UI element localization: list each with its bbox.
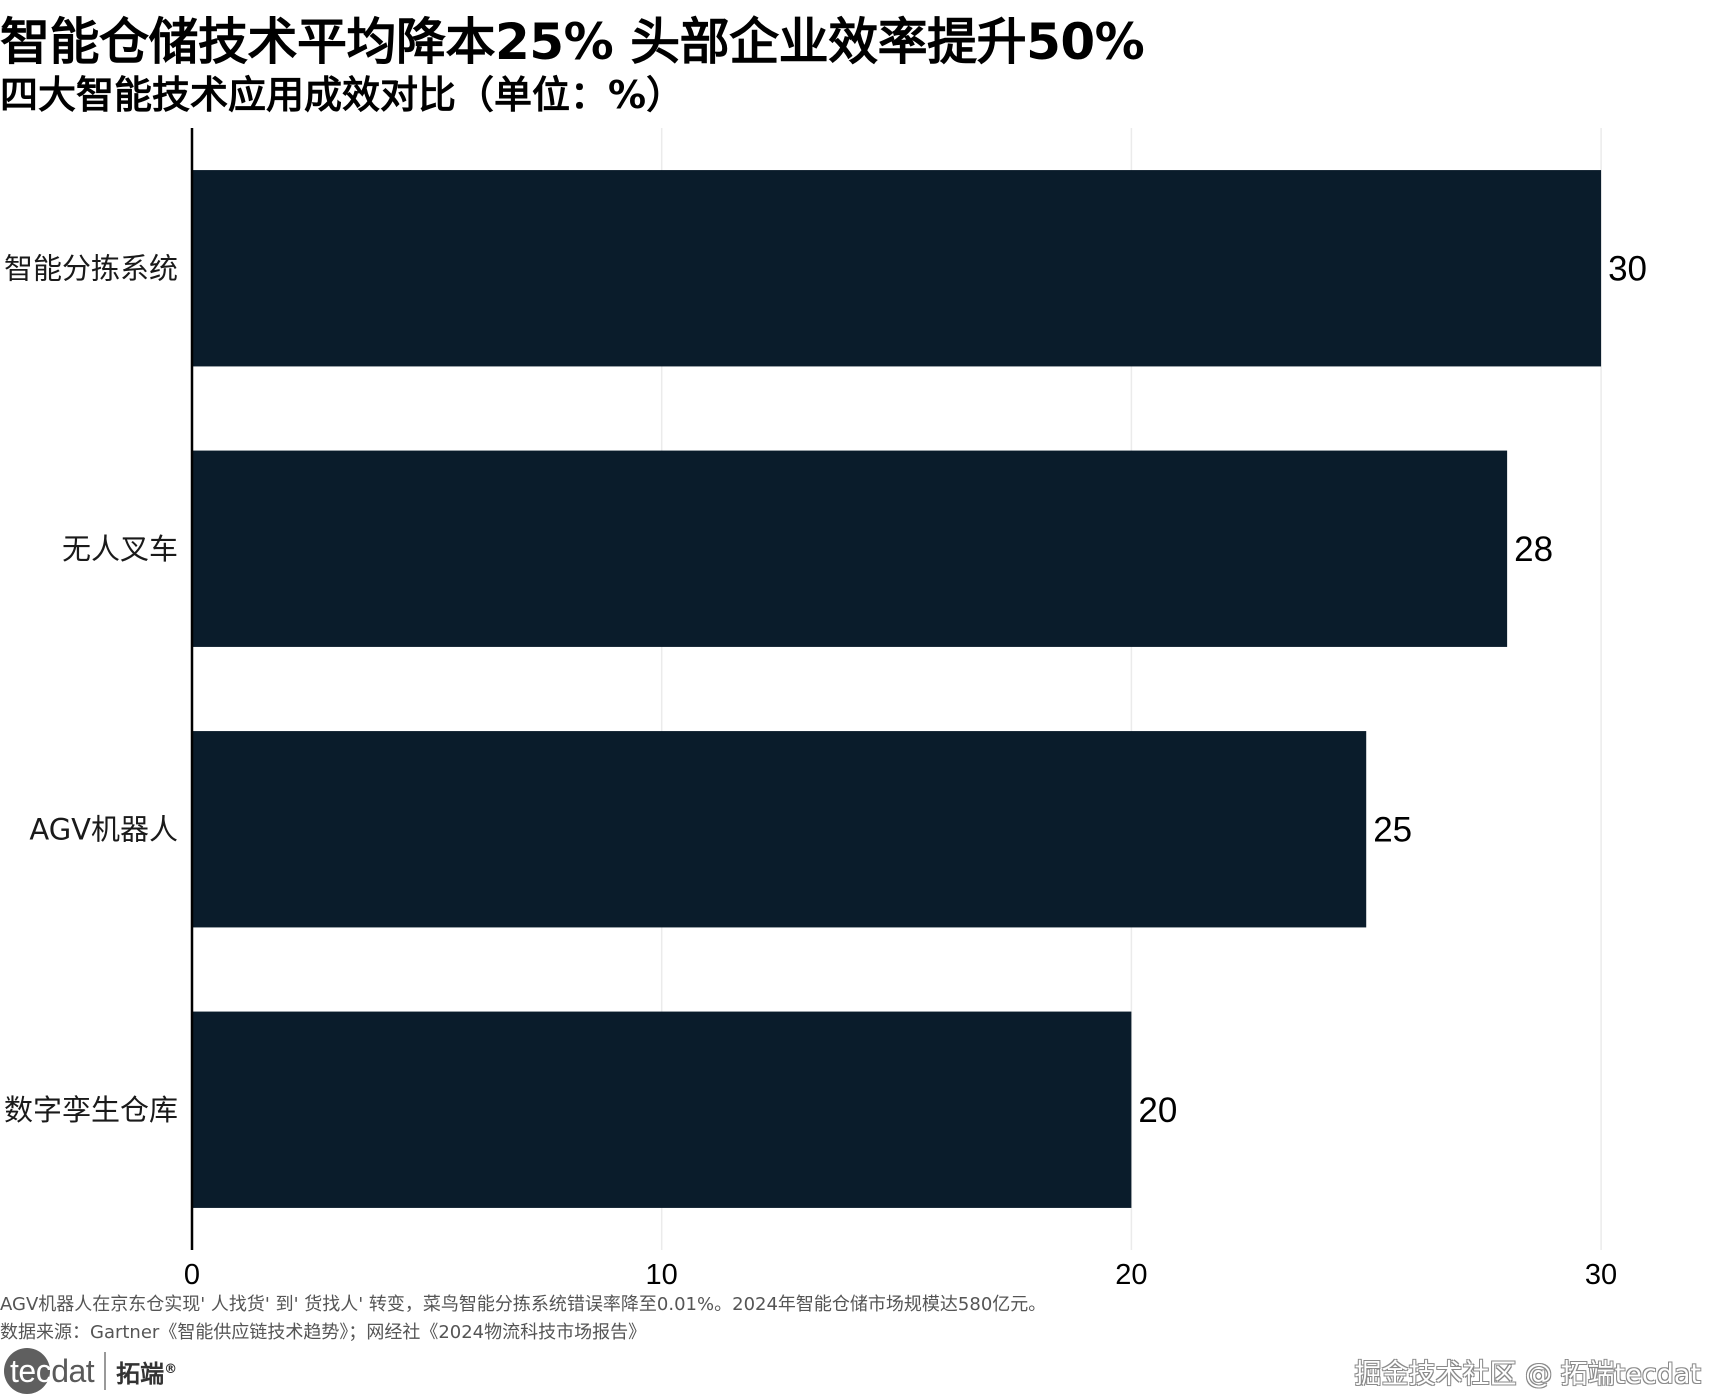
bar <box>192 731 1367 928</box>
x-tick-label: 30 <box>1585 1259 1617 1290</box>
logo-chinese: 拓端® <box>116 1359 178 1388</box>
x-tick-label: 20 <box>1115 1259 1147 1290</box>
category-label: 无人叉车 <box>62 532 178 566</box>
logo-circle-icon <box>4 1348 50 1394</box>
tecdat-logo: tecdat 拓端® <box>4 1348 177 1394</box>
watermark: 掘金技术社区 @ 拓端tecdat <box>1354 1359 1701 1390</box>
x-tick-label: 10 <box>646 1259 678 1290</box>
logo-wordmark: tecdat <box>10 1352 95 1389</box>
chart-subtitle: 四大智能技术应用成效对比（单位：%） <box>0 73 685 117</box>
chart-title: 智能仓储技术平均降本25% 头部企业效率提升50% <box>0 13 1145 71</box>
chart-caption: AGV机器人在京东仓实现' 人找货' 到' 货找人' 转变，菜鸟智能分拣系统错误… <box>0 1294 1047 1315</box>
data-label: 20 <box>1138 1091 1177 1130</box>
data-source: 数据来源：Gartner《智能供应链技术趋势》；网经社《2024物流科技市场报告… <box>0 1322 647 1343</box>
bar <box>192 170 1602 367</box>
data-label: 25 <box>1373 810 1412 849</box>
x-tick-label: 0 <box>184 1259 200 1290</box>
category-label: AGV机器人 <box>29 812 178 846</box>
data-label: 30 <box>1608 249 1647 288</box>
category-label: 数字孪生仓库 <box>4 1093 178 1127</box>
bar <box>192 1011 1132 1208</box>
logo-divider <box>104 1352 107 1390</box>
data-label: 28 <box>1514 530 1553 569</box>
category-label: 智能分拣系统 <box>4 251 178 285</box>
bar-chart: 智能分拣系统 30 无人叉车 28 AGV机器人 25 数字孪生仓库 20 0 10 20 30 <box>4 128 1647 1290</box>
bar <box>192 450 1508 647</box>
